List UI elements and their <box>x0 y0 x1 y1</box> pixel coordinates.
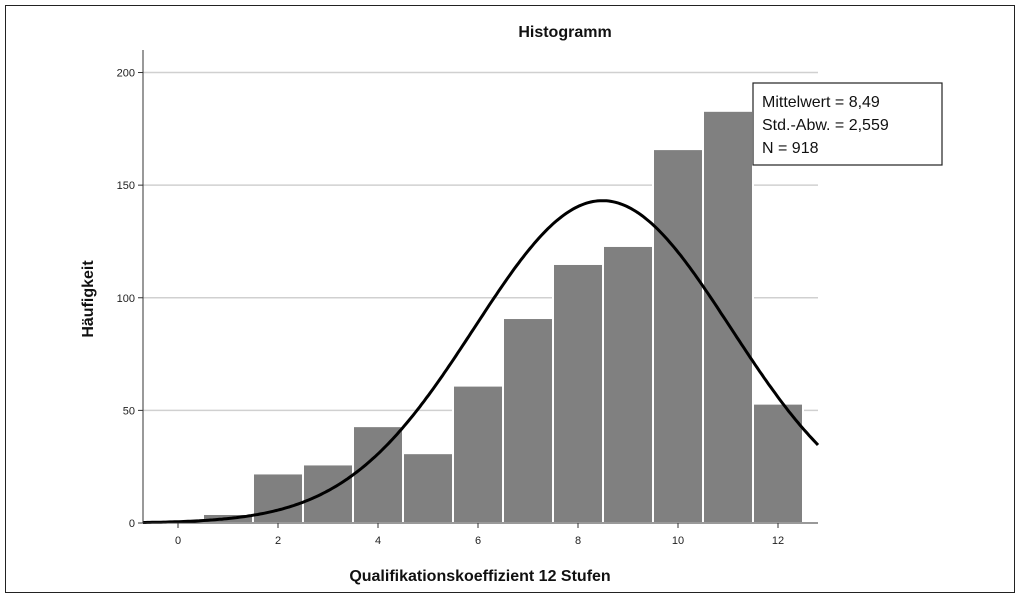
histogram-chart: Histogramm 0 50 100 150 200 0 2 4 6 8 10 12 Häufig… <box>80 24 943 585</box>
bar-bin-6 <box>452 384 504 524</box>
normal-curve <box>143 199 820 524</box>
bar-bin-7 <box>502 317 554 524</box>
bar-bin-3 <box>302 463 354 525</box>
bars <box>202 109 804 525</box>
bar-bin-10 <box>652 148 704 524</box>
chart-title: Histogramm <box>518 24 611 41</box>
x-tick-label: 10 <box>672 535 684 547</box>
stats-n: N = 918 <box>762 140 819 157</box>
y-tick-label: 0 <box>129 518 135 530</box>
y-axis-title: Häufigkeit <box>80 260 97 338</box>
x-axis-title: Qualifikationskoeffizient 12 Stufen <box>349 568 610 585</box>
bar-bin-8 <box>552 262 604 524</box>
bar-bin-2 <box>252 472 304 525</box>
y-tick-labels: 0 50 100 150 200 <box>117 68 143 530</box>
x-tick-label: 2 <box>275 535 281 547</box>
chart-frame: Histogramm 0 50 100 150 200 0 2 4 6 8 10 12 Häufig… <box>5 5 1015 593</box>
bar-bin-11 <box>702 109 754 524</box>
y-tick-label: 100 <box>117 293 135 305</box>
y-tick-label: 150 <box>117 180 135 192</box>
x-tick-label: 8 <box>575 535 581 547</box>
stats-mean: Mittelwert = 8,49 <box>762 94 880 111</box>
stats-box-border <box>752 82 943 166</box>
y-tick-label: 200 <box>117 68 135 80</box>
x-tick-labels: 0 2 4 6 8 10 12 <box>175 523 784 547</box>
stats-std: Std.-Abw. = 2,559 <box>762 117 889 134</box>
bar-bin-4 <box>352 425 404 524</box>
x-tick-label: 12 <box>772 535 784 547</box>
stats-box: Mittelwert = 8,49 Std.-Abw. = 2,559 N = … <box>752 82 943 166</box>
x-tick-label: 0 <box>175 535 181 547</box>
bar-bin-5 <box>402 452 454 524</box>
x-tick-label: 4 <box>375 535 381 547</box>
y-tick-label: 50 <box>123 405 135 417</box>
x-tick-label: 6 <box>475 535 481 547</box>
bar-bin-9 <box>602 244 654 524</box>
